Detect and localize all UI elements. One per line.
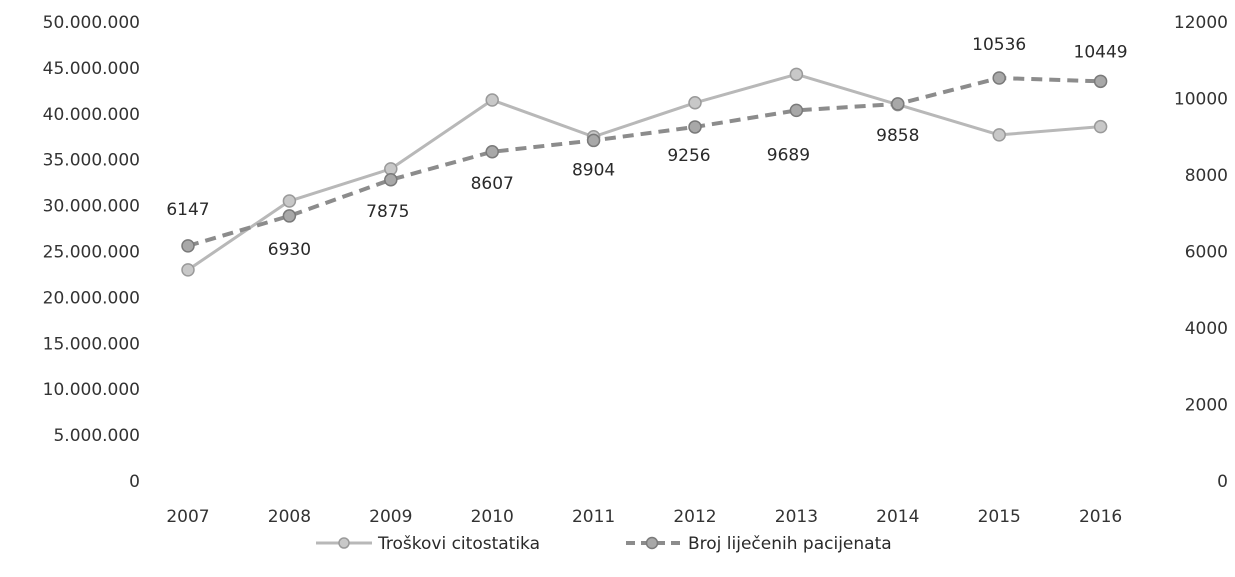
patients-data-label: 9858 (876, 126, 919, 146)
x-tick-label: 2009 (369, 507, 412, 527)
patients-data-label: 8607 (471, 174, 514, 194)
series-costs (181, 67, 1108, 277)
costs-line (187, 72, 1101, 272)
costs-point (485, 93, 499, 107)
right-tick-label: 4000 (1185, 319, 1228, 339)
x-tick-label: 2010 (471, 507, 514, 527)
patients-point (992, 71, 1006, 85)
right-tick-label: 10000 (1174, 90, 1228, 110)
left-tick-label: 40.000.000 (43, 105, 140, 125)
left-tick-label: 0 (129, 472, 140, 492)
x-tick-label: 2016 (1079, 507, 1122, 527)
legend-patients-label: Broj liječenih pacijenata (688, 534, 892, 554)
patients-point (891, 97, 905, 111)
patients-line (187, 75, 1101, 248)
x-tick-label: 2014 (876, 507, 919, 527)
costs-point (992, 128, 1006, 142)
left-tick-label: 25.000.000 (43, 243, 140, 263)
patients-data-label: 7875 (366, 202, 409, 222)
patients-data-label: 10536 (972, 35, 1026, 55)
patients-point (485, 145, 499, 159)
patients-point (384, 173, 398, 187)
patients-point (789, 103, 804, 118)
patients-point (586, 133, 601, 148)
patients-data-label: 6930 (268, 240, 311, 260)
patients-data-label: 8904 (572, 160, 615, 180)
costs-point (688, 96, 702, 110)
patients-data-label: 10449 (1074, 42, 1128, 62)
left-tick-label: 10.000.000 (43, 380, 140, 400)
patients-point (688, 120, 702, 134)
left-tick-label: 5.000.000 (53, 426, 140, 446)
x-axis: 2007 2008 2009 2010 2011 2012 2013 2014 2015 2016 (166, 507, 1122, 527)
series-patients: 6147 6930 7875 8607 8904 9256 9689 9858 10536 104… (166, 35, 1127, 260)
left-tick-label: 20.000.000 (43, 288, 140, 308)
patients-data-label: 9256 (667, 146, 710, 166)
legend-entry-patients: Broj liječenih pacijenata (626, 534, 892, 554)
x-tick-label: 2013 (775, 507, 818, 527)
legend-entry-costs: Troškovi citostatika (316, 534, 540, 554)
legend-costs-marker (338, 537, 350, 549)
legend-patients-marker (645, 536, 659, 550)
x-tick-label: 2007 (166, 507, 209, 527)
legend-costs-label: Troškovi citostatika (377, 534, 540, 554)
right-tick-label: 8000 (1185, 166, 1228, 186)
left-tick-label: 15.000.000 (43, 334, 140, 354)
right-tick-label: 2000 (1185, 396, 1228, 416)
left-tick-label: 45.000.000 (43, 59, 140, 79)
legend: Troškovi citostatika Broj liječenih paci… (316, 534, 892, 554)
x-tick-label: 2011 (572, 507, 615, 527)
patients-point (181, 239, 195, 253)
x-tick-label: 2008 (268, 507, 311, 527)
costs-point (282, 194, 297, 208)
left-tick-label: 35.000.000 (43, 151, 140, 171)
patients-point (1093, 74, 1108, 89)
right-axis: 0 2000 4000 6000 8000 10000 12000 (1174, 13, 1228, 492)
series-layer: 6147 6930 7875 8607 8904 9256 9689 9858 10536 104… (166, 35, 1128, 277)
costs-point (181, 263, 195, 277)
left-axis: 0 5.000.000 10.000.000 15.000.000 20.000.000… (43, 13, 140, 492)
left-tick-label: 50.000.000 (43, 13, 140, 33)
x-tick-label: 2012 (673, 507, 716, 527)
left-tick-label: 30.000.000 (43, 197, 140, 217)
patients-data-label: 9689 (767, 145, 810, 165)
patients-point (282, 209, 297, 223)
costs-point (1093, 119, 1108, 134)
patients-data-label: 6147 (166, 200, 209, 220)
x-tick-label: 2015 (978, 507, 1021, 527)
right-tick-label: 0 (1217, 472, 1228, 492)
right-tick-label: 12000 (1174, 13, 1228, 33)
costs-point (789, 67, 804, 82)
right-tick-label: 6000 (1185, 243, 1228, 263)
